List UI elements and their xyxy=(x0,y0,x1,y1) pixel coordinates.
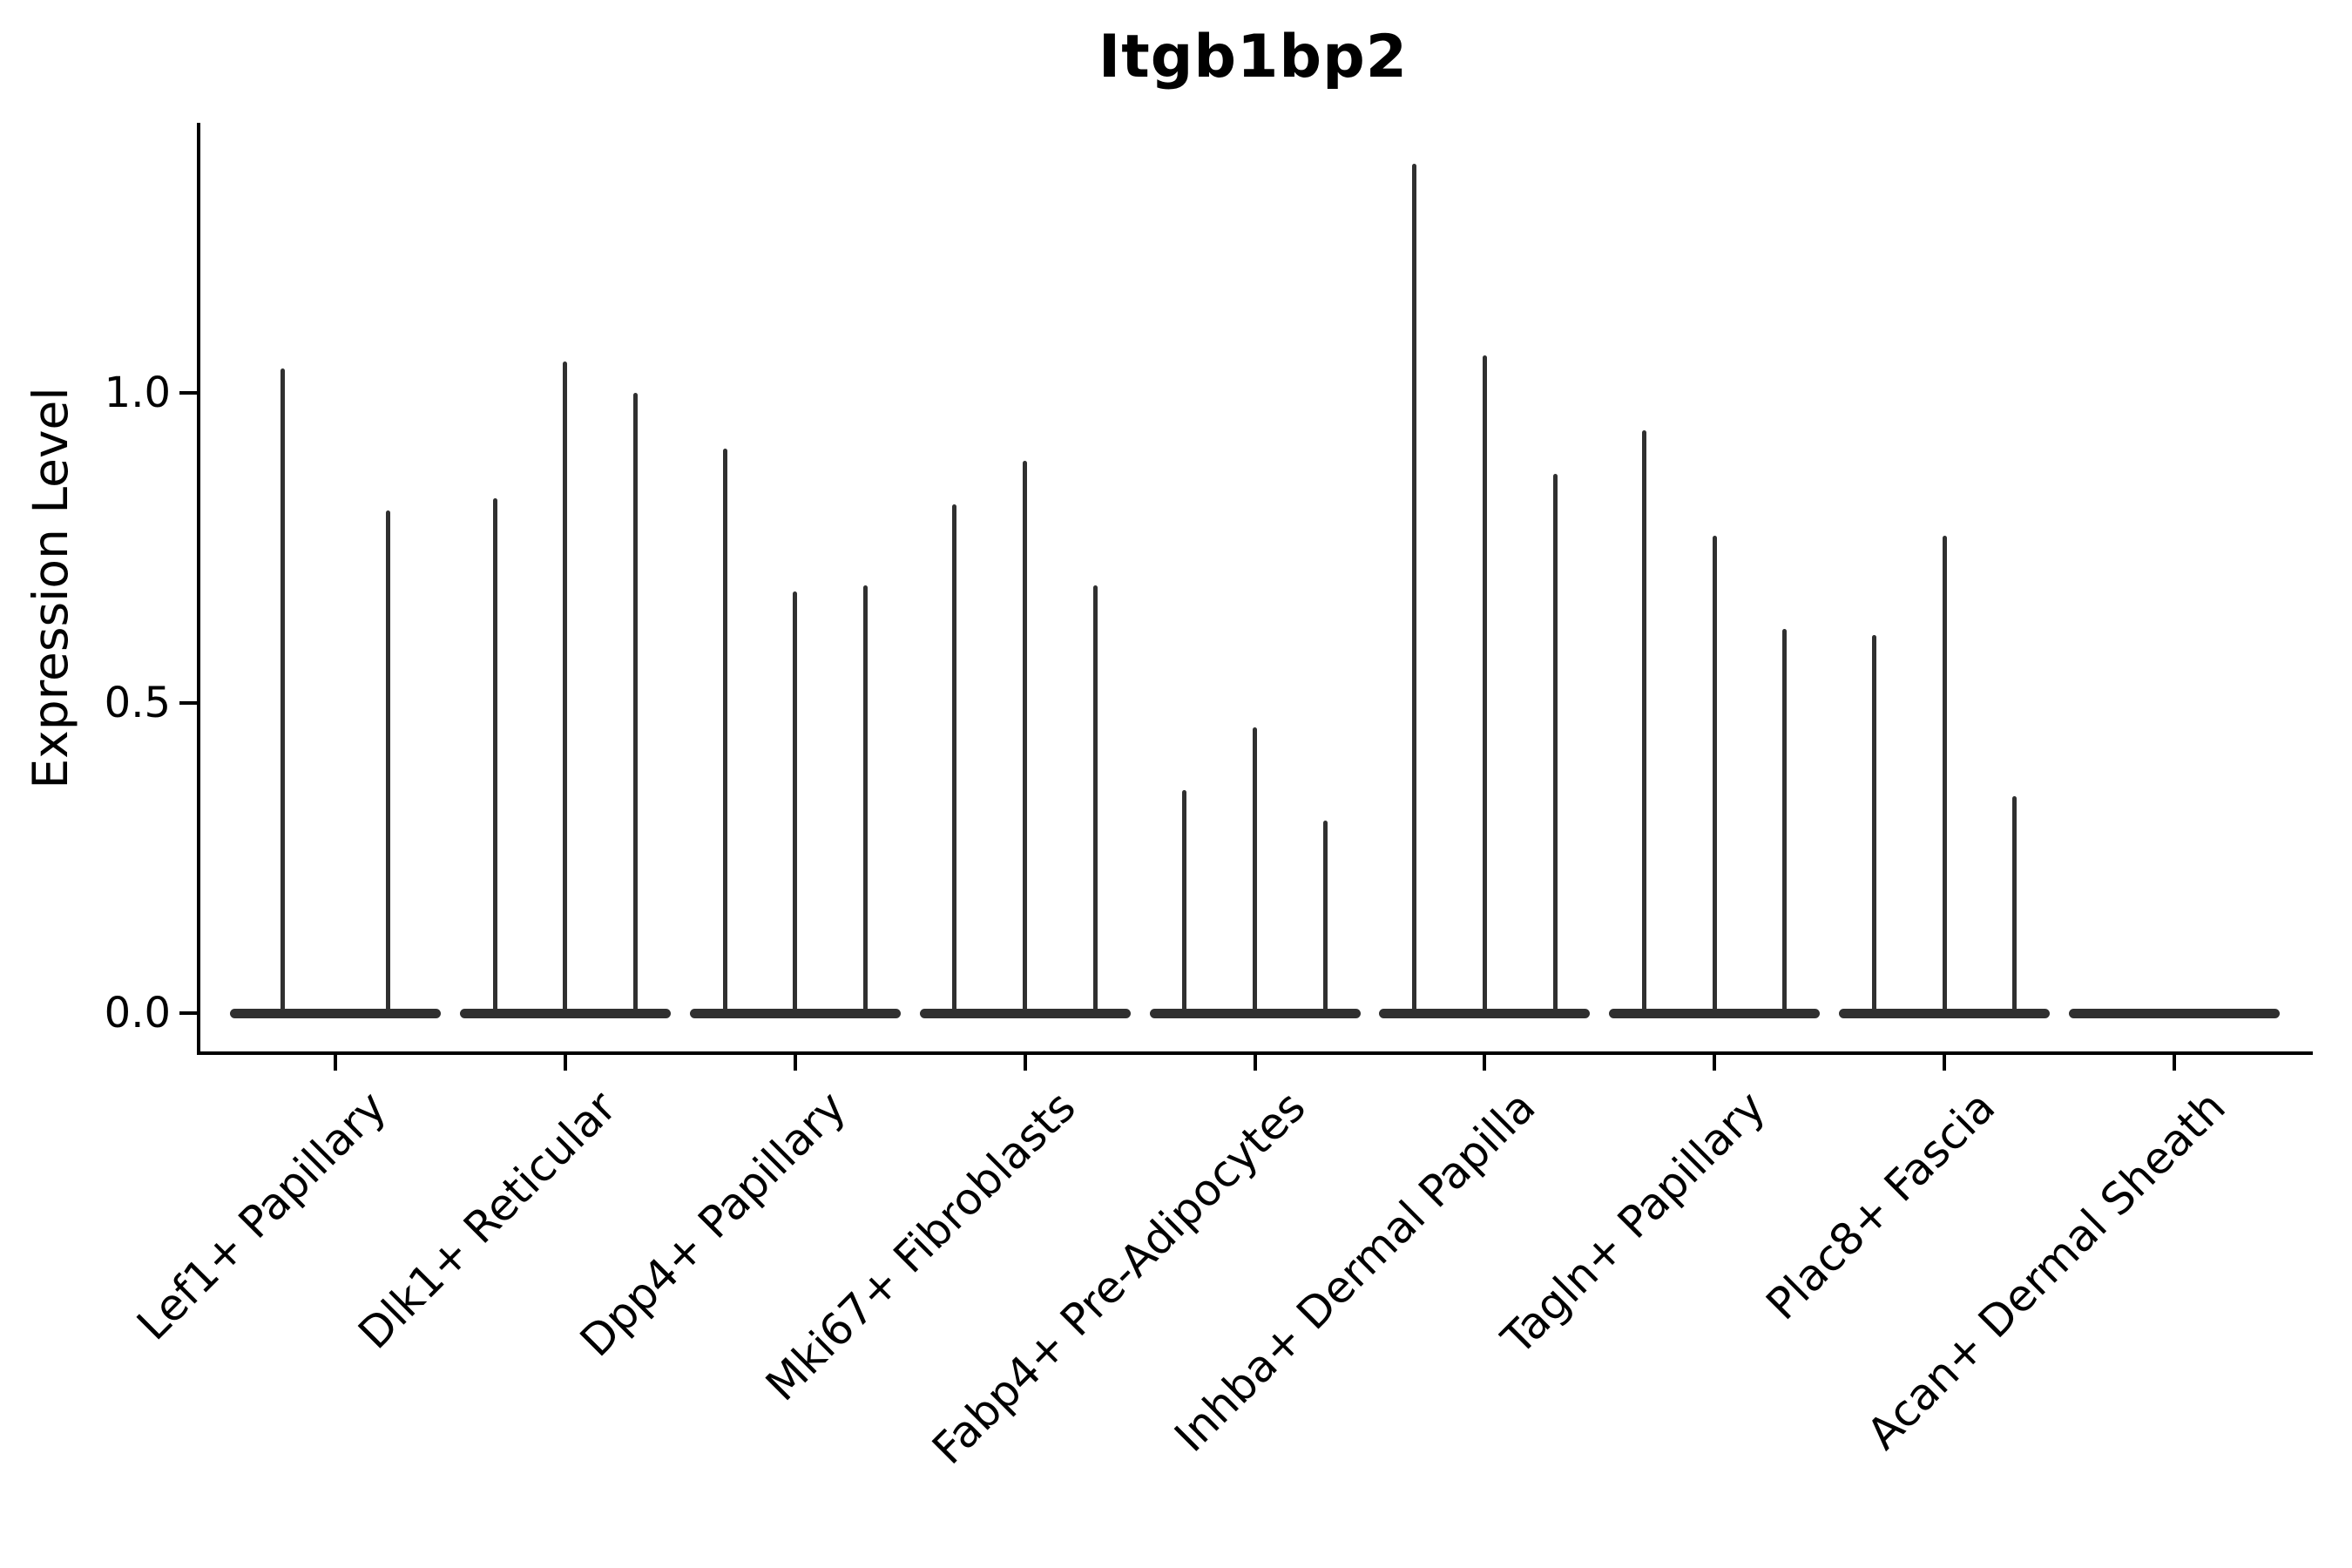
violin-spike xyxy=(722,449,727,1013)
violin-base xyxy=(2069,1008,2280,1018)
y-tick-mark xyxy=(179,1011,197,1015)
violin-spike xyxy=(793,591,798,1013)
violin-spike xyxy=(1782,628,1788,1013)
x-tick-mark xyxy=(1943,1055,1947,1071)
violin-base xyxy=(1609,1008,1821,1018)
y-axis-spine xyxy=(197,123,200,1055)
x-tick-label: Fabp4+ Pre-Adipocytes xyxy=(923,1081,1316,1475)
violin-spike xyxy=(563,362,568,1013)
x-tick-mark xyxy=(1483,1055,1487,1071)
violin-base xyxy=(1379,1008,1591,1018)
x-tick-label: Lef1+ Papillary xyxy=(127,1081,396,1350)
violin-spike xyxy=(2012,795,2017,1013)
x-tick-mark xyxy=(563,1055,567,1071)
violin-spike xyxy=(1871,634,1876,1013)
violin-spike xyxy=(1552,473,1558,1013)
violin-spike xyxy=(1942,535,1947,1013)
violin-spike xyxy=(1182,789,1187,1013)
violin-base xyxy=(459,1008,671,1018)
y-axis-label: Expression Level xyxy=(23,387,78,789)
x-axis-spine xyxy=(197,1051,2313,1055)
violin-spike xyxy=(952,504,957,1013)
x-tick-mark xyxy=(1253,1055,1257,1071)
chart-title: Itgb1bp2 xyxy=(1098,23,1409,91)
violin-spike xyxy=(1092,585,1098,1013)
x-tick-label: Plac8+ Fascia xyxy=(1757,1081,2005,1330)
violin-spike xyxy=(386,510,390,1013)
violin-base xyxy=(1839,1008,2051,1018)
y-tick-label: 0.0 xyxy=(104,989,171,1037)
x-tick-mark xyxy=(2173,1055,2176,1071)
violin-base xyxy=(689,1008,901,1018)
violin-spike xyxy=(1412,163,1417,1013)
violin-spike xyxy=(1642,429,1647,1013)
x-tick-mark xyxy=(1713,1055,1717,1071)
x-tick-mark xyxy=(793,1055,797,1071)
y-tick-label: 1.0 xyxy=(104,368,171,417)
x-tick-mark xyxy=(1023,1055,1027,1071)
violin-spike xyxy=(862,585,868,1013)
y-tick-mark xyxy=(179,701,197,705)
violin-spike xyxy=(1253,727,1257,1013)
violin-spike xyxy=(280,368,285,1013)
violin-spike xyxy=(633,393,639,1013)
violin-spike xyxy=(492,498,497,1013)
y-tick-label: 0.5 xyxy=(104,679,171,727)
violin-spike xyxy=(1482,355,1487,1013)
violin-spike xyxy=(1322,821,1328,1013)
x-tick-mark xyxy=(334,1055,337,1071)
violin-spike xyxy=(1712,535,1717,1013)
violin-spike xyxy=(1023,461,1028,1013)
violin-base xyxy=(1149,1008,1361,1018)
violin-base xyxy=(919,1008,1131,1018)
y-tick-mark xyxy=(179,391,197,395)
violin-base xyxy=(230,1008,441,1018)
